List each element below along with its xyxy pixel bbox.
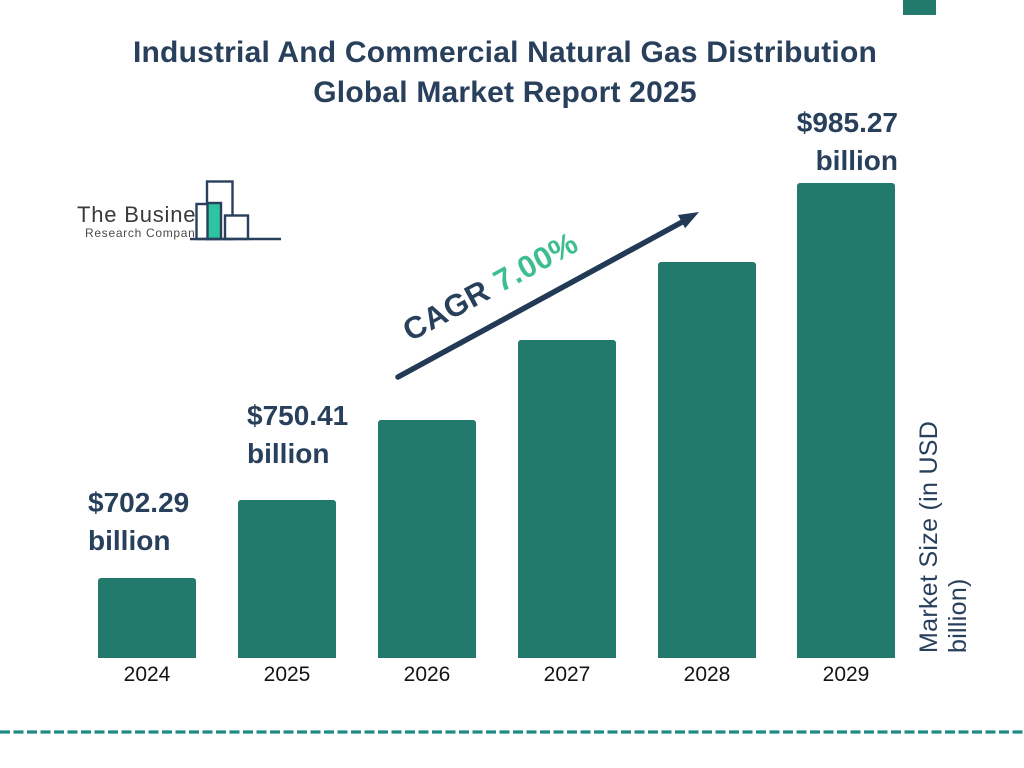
x-tick-2027: 2027 [543, 663, 591, 686]
x-tick-2028: 2028 [683, 663, 731, 686]
value-label-2024: $702.29 billion [88, 484, 189, 560]
value-label-2024-amount: $702.29 [88, 487, 190, 518]
cagr-trend-arrow [395, 212, 699, 380]
bottom-dashed-divider [0, 730, 1024, 734]
x-tick-2026: 2026 [403, 663, 451, 686]
bar-2025 [238, 500, 336, 658]
value-label-2025-amount: $750.41 [247, 400, 349, 431]
value-label-2029: $985.27 billion [797, 104, 898, 180]
title-line-2: Global Market Report 2025 [313, 76, 697, 109]
value-label-2024-unit: billion [88, 525, 171, 556]
value-label-2029-unit: billion [815, 145, 898, 176]
bar-2026 [378, 420, 476, 658]
value-label-2025-unit: billion [247, 438, 330, 469]
title-line-1: Industrial And Commercial Natural Gas Di… [132, 36, 877, 69]
bar-chart-logo-icon [190, 180, 281, 241]
x-tick-2024: 2024 [123, 663, 171, 686]
x-tick-2029: 2029 [822, 663, 870, 686]
bar-2029 [797, 183, 895, 658]
x-tick-2025: 2025 [263, 663, 311, 686]
value-label-2025: $750.41 billion [247, 397, 348, 473]
bar-2028 [658, 262, 756, 658]
page-title: Industrial And Commercial Natural Gas Di… [0, 33, 1010, 113]
logo-company-subtitle: Research Company [85, 226, 203, 240]
bar-2024 [98, 578, 196, 658]
top-right-teal-tab [903, 0, 936, 15]
bar-2027 [518, 340, 616, 658]
y-axis-label: Market Size (in USD billion) [915, 420, 972, 653]
value-label-2029-amount: $985.27 [796, 107, 898, 138]
